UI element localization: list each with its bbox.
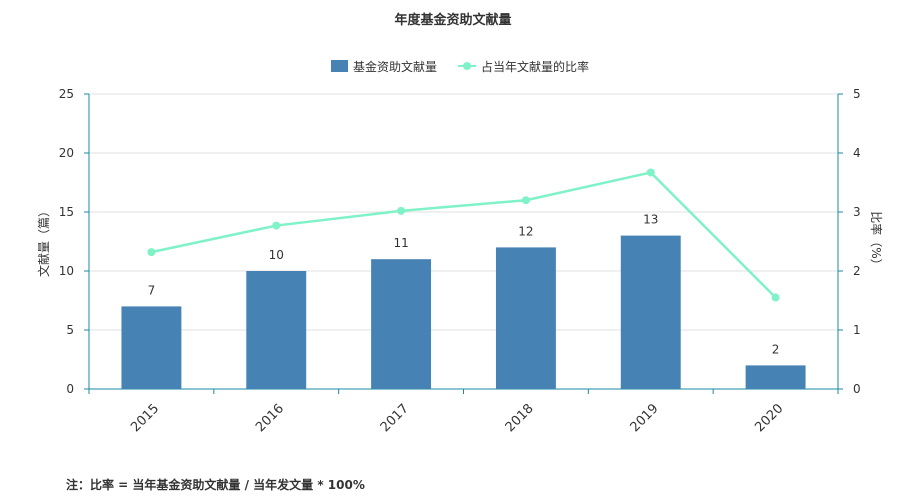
bar-value-label: 10 [269, 248, 284, 262]
x-tick-label: 2016 [253, 401, 287, 435]
left-tick-label: 5 [66, 323, 74, 337]
ratio-point [521, 196, 530, 205]
ratio-line [151, 171, 777, 299]
ratio-point [397, 206, 406, 215]
right-axis-title: 比率（%） [869, 211, 884, 270]
x-tick-label: 2017 [378, 401, 412, 435]
legend-bar-label: 基金资助文献量 [353, 59, 437, 74]
bar-value-label: 12 [518, 224, 533, 238]
right-tick-label: 5 [853, 87, 861, 101]
footnote: 注：比率 = 当年基金资助文献量 / 当年发文量 * 100% [66, 478, 365, 492]
ratio-point [771, 293, 780, 302]
bar [495, 247, 556, 389]
left-axis-ticks: 0 5 10 15 20 25 [59, 87, 89, 396]
x-tick-label: 2020 [752, 401, 786, 435]
legend-line-label: 占当年文献量的比率 [481, 59, 589, 74]
ratio-point [147, 248, 156, 257]
ratio-point [646, 168, 655, 177]
bar-value-label: 7 [148, 283, 156, 297]
bar [620, 235, 681, 389]
left-tick-label: 0 [66, 382, 74, 396]
bar-series [121, 235, 806, 389]
right-tick-label: 2 [853, 264, 861, 278]
legend-bar-swatch [331, 60, 348, 72]
right-tick-label: 0 [853, 382, 861, 396]
chart-title: 年度基金资助文献量 [394, 12, 511, 28]
left-tick-label: 10 [59, 264, 74, 278]
left-tick-label: 15 [59, 205, 74, 219]
right-tick-label: 1 [853, 323, 861, 337]
bar [121, 306, 182, 389]
left-axis-title: 文献量（篇） [36, 205, 51, 277]
right-tick-label: 4 [853, 146, 861, 160]
x-tick-label: 2015 [128, 401, 162, 435]
x-axis-ticks: 2015 2016 2017 2018 2019 2020 [88, 389, 839, 435]
bar-value-label: 13 [643, 213, 658, 227]
bar-data-labels: 7 10 11 12 13 2 [148, 213, 780, 357]
bar [371, 259, 432, 389]
right-axis-ticks: 0 1 2 3 4 5 [838, 87, 861, 396]
legend-line-marker [463, 62, 471, 70]
x-tick-label: 2018 [503, 401, 537, 435]
legend[interactable]: 基金资助文献量 占当年文献量的比率 [331, 59, 589, 74]
gridlines [89, 93, 838, 331]
left-tick-label: 20 [59, 146, 74, 160]
left-tick-label: 25 [59, 87, 74, 101]
bar [745, 365, 806, 389]
ratio-point [272, 221, 281, 230]
bar-value-label: 2 [772, 342, 780, 356]
bar [246, 271, 307, 389]
right-tick-label: 3 [853, 205, 861, 219]
line-series [147, 168, 780, 302]
bar-value-label: 11 [393, 236, 408, 250]
x-tick-label: 2019 [628, 401, 662, 435]
